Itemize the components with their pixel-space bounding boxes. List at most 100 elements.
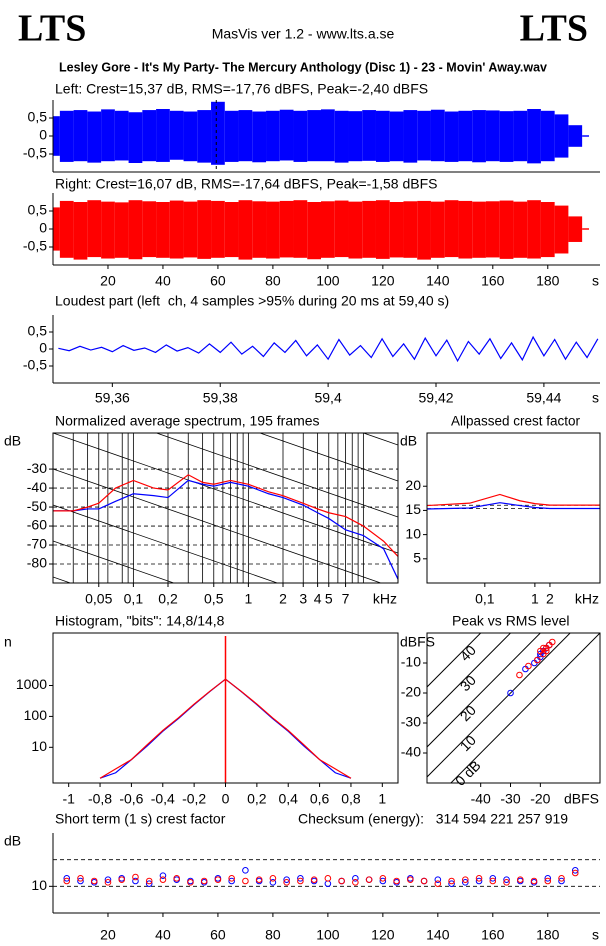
x-tick-label: 0,2	[247, 791, 267, 807]
waveform-segment	[417, 110, 431, 161]
point	[393, 877, 400, 885]
point	[365, 876, 373, 883]
x-tick-label: 0,1	[124, 591, 144, 607]
point	[503, 876, 510, 883]
x-tick-label: 40	[155, 927, 171, 943]
y-tick-label: 5	[413, 550, 421, 566]
waveform-segment	[128, 200, 143, 260]
x-tick-label: 60	[210, 273, 226, 289]
panel-title: Normalized average spectrum, 195 frames	[55, 413, 320, 429]
waveform-segment	[238, 200, 253, 260]
point	[63, 877, 71, 885]
x-tick-label: 20	[100, 927, 116, 943]
waveform-segment	[568, 125, 583, 147]
point	[434, 880, 442, 887]
crest-line	[427, 633, 571, 778]
x-tick-label: 180	[536, 927, 560, 943]
plot-frame	[52, 432, 399, 584]
waveform-segment	[59, 200, 74, 258]
waveform-segment	[499, 111, 514, 162]
waveform-segment	[458, 200, 473, 259]
x-tick-label: 59,4	[314, 390, 341, 406]
point	[544, 877, 552, 885]
crest-line-label: 0 dB	[452, 757, 484, 789]
x-tick-label: 80	[265, 273, 281, 289]
waveform-segment	[266, 201, 280, 259]
plot-area	[427, 633, 600, 783]
plot-frame	[426, 432, 601, 584]
waveform-segment	[142, 201, 157, 258]
point	[63, 875, 71, 882]
x-tick-label: 0,6	[310, 791, 330, 807]
x-tick-label: 160	[481, 927, 505, 943]
x-tick-label: 20	[100, 273, 116, 289]
waveform-segment	[472, 110, 486, 163]
waveform-segment	[73, 110, 88, 162]
waveform-segment	[266, 110, 280, 162]
point	[145, 877, 153, 885]
point	[379, 875, 387, 882]
y-tick-label: -40	[401, 744, 421, 760]
x-tick-label: 1	[244, 591, 252, 607]
point	[324, 880, 332, 887]
waveform-segment	[252, 201, 267, 258]
point	[475, 877, 483, 885]
waveform-segment	[156, 202, 170, 258]
waveform-segment	[527, 109, 541, 164]
point	[420, 877, 428, 885]
panel-title: Peak vs RMS level	[452, 613, 569, 629]
waveform-segment	[183, 111, 198, 162]
waveform-segment	[540, 110, 555, 162]
series-line	[58, 335, 599, 363]
plot-frame	[426, 632, 601, 784]
point	[104, 879, 112, 886]
y-tick-label: 0	[39, 340, 47, 356]
y-tick-label: 20	[405, 477, 421, 493]
x-tick-label: -30	[500, 791, 520, 807]
logo-left: LTS	[18, 8, 86, 50]
point	[214, 876, 222, 883]
waveform-segment	[485, 201, 500, 258]
point	[516, 876, 524, 883]
plot-area	[58, 335, 599, 363]
y-tick-label: 1000	[16, 676, 47, 692]
point	[534, 656, 541, 664]
x-tick-label: 59,36	[95, 390, 130, 406]
point	[507, 689, 514, 697]
plot-area	[427, 493, 600, 510]
point	[90, 877, 98, 885]
waveform-segment	[540, 202, 555, 258]
plot-area	[99, 635, 352, 783]
crest-line	[427, 633, 482, 688]
y-tick-label: -0,5	[23, 238, 47, 254]
waveform-segment	[279, 109, 294, 161]
waveform-segment	[334, 200, 349, 258]
point	[571, 867, 579, 874]
waveform-segment	[321, 201, 335, 258]
x-tick-label: 0,1	[475, 591, 495, 607]
x-tick-label: 60	[210, 927, 226, 943]
reference-slope	[53, 540, 175, 583]
crest-line	[450, 633, 600, 783]
waveform-segment	[183, 201, 198, 258]
point	[242, 867, 249, 874]
waveform-segment	[472, 201, 486, 258]
x-tick-label: 140	[426, 927, 450, 943]
waveform-segment	[321, 109, 335, 162]
point	[544, 875, 552, 882]
waveform-segment	[554, 205, 569, 254]
waveform-segment	[375, 110, 390, 162]
y-tick-label: 15	[405, 501, 421, 517]
y-tick-label: -30	[27, 460, 47, 476]
waveform-segment	[156, 109, 170, 162]
waveform-segment	[197, 200, 212, 259]
waveform-segment	[114, 202, 129, 258]
panel-subtitle: Checksum (energy): 314 594 221 257 919	[298, 811, 568, 827]
point	[104, 876, 112, 883]
y-tick-label: -30	[401, 714, 421, 730]
waveform-segment	[348, 201, 363, 259]
waveform-segment	[53, 116, 60, 156]
x-tick-label: 2	[546, 591, 554, 607]
waveform-segment	[101, 109, 115, 162]
